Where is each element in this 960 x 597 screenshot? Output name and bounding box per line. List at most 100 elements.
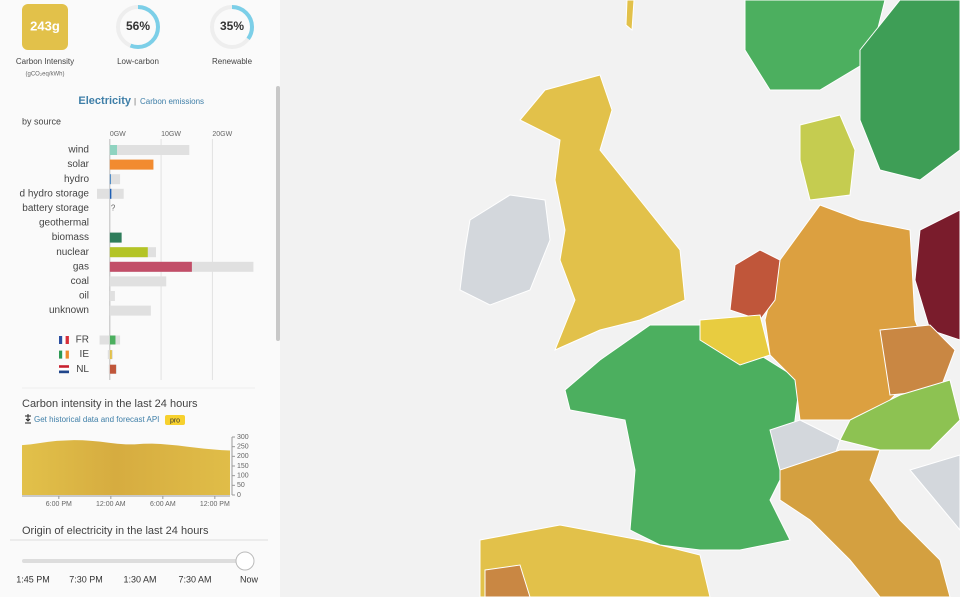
x-tick-label: 10GW xyxy=(161,131,181,138)
flag xyxy=(62,350,66,359)
country[interactable] xyxy=(484,564,531,597)
production-bar xyxy=(109,350,112,360)
source-label: nuclear xyxy=(56,247,89,258)
origin-title: Origin of electricity in the last 24 hou… xyxy=(22,525,209,537)
y-tick-label: 200 xyxy=(237,453,249,460)
flag xyxy=(62,336,66,344)
production-bar xyxy=(109,159,154,170)
source-label: battery storage xyxy=(22,203,89,214)
y-tick-label: 50 xyxy=(237,482,245,489)
country[interactable] xyxy=(699,314,771,366)
production-bar xyxy=(109,232,122,243)
low-carbon-label: Low-carbon xyxy=(117,57,159,66)
renewable-value: 35% xyxy=(220,19,244,33)
y-tick-label: 300 xyxy=(237,434,249,441)
x-tick-label: 12:00 AM xyxy=(96,501,126,508)
x-tick-label: 6:00 PM xyxy=(46,501,72,508)
y-tick-label: 100 xyxy=(237,473,249,480)
flag xyxy=(59,365,69,368)
y-tick-label: 0 xyxy=(237,492,241,499)
x-tick-label: 20GW xyxy=(212,131,232,138)
source-label: biomass xyxy=(52,232,89,243)
download-icon xyxy=(25,414,31,424)
country[interactable] xyxy=(459,194,551,306)
capacity-bar xyxy=(109,305,151,316)
slider-label: 1:30 AM xyxy=(123,574,156,584)
map[interactable] xyxy=(280,0,960,597)
source-label: hydro xyxy=(64,174,89,185)
country[interactable] xyxy=(729,249,781,321)
sidebar-background xyxy=(0,0,280,597)
renewable-label: Renewable xyxy=(212,57,253,66)
capacity-bar xyxy=(109,174,121,185)
ring-value xyxy=(116,5,160,49)
capacity-bar xyxy=(109,291,115,301)
country[interactable] xyxy=(519,74,686,351)
sidebar: 243g Carbon Intensity (gCO₂eq/kWh) 56% L… xyxy=(0,0,280,597)
tab-electricity[interactable]: Electricity xyxy=(78,95,131,107)
time-slider-knob[interactable] xyxy=(235,551,255,571)
production-bar xyxy=(109,247,148,258)
tab-carbon-emissions[interactable]: Carbon emissions xyxy=(140,97,204,106)
x-tick-label: 6:00 AM xyxy=(150,501,176,508)
source-label: geothermal xyxy=(39,218,89,229)
pro-badge xyxy=(165,415,185,425)
country[interactable] xyxy=(625,0,635,32)
slider-label: 7:30 PM xyxy=(69,574,103,584)
subtitle: by source xyxy=(22,116,61,126)
exchange-label: IE xyxy=(80,349,90,360)
flag xyxy=(65,350,69,359)
slider-label: Now xyxy=(240,574,259,584)
slider-label: 1:45 PM xyxy=(16,574,50,584)
ring-value xyxy=(210,5,254,49)
flag xyxy=(59,367,69,371)
source-label: wind xyxy=(67,145,89,156)
carbon-intensity-label: Carbon Intensity xyxy=(16,57,74,66)
capacity-bar xyxy=(109,276,167,287)
source-label: gas xyxy=(73,261,89,272)
pro-badge-label: pro xyxy=(170,417,180,424)
country[interactable] xyxy=(909,454,960,531)
production-bar xyxy=(109,335,116,345)
source-label: d hydro storage xyxy=(20,188,90,199)
country[interactable] xyxy=(479,524,711,597)
country[interactable] xyxy=(779,449,951,597)
production-bar xyxy=(109,364,116,374)
country[interactable] xyxy=(859,0,960,181)
intensity-area xyxy=(22,440,230,495)
production-bar xyxy=(109,188,112,199)
carbon-intensity-box xyxy=(22,4,68,50)
tab-separator: | xyxy=(134,97,136,106)
history-title: Carbon intensity in the last 24 hours xyxy=(22,398,198,410)
flag xyxy=(59,370,69,374)
source-label: unknown xyxy=(49,305,89,316)
carbon-intensity-unit: (gCO₂eq/kWh) xyxy=(25,72,64,78)
y-tick-label: 150 xyxy=(237,463,249,470)
production-bar xyxy=(109,145,118,155)
production-bar xyxy=(109,174,111,185)
source-label: solar xyxy=(67,159,89,170)
country[interactable] xyxy=(914,209,960,341)
country[interactable] xyxy=(799,114,856,201)
low-carbon-value: 56% xyxy=(126,19,150,33)
carbon-intensity-value: 243g xyxy=(30,18,60,33)
y-tick-label: 250 xyxy=(237,444,249,451)
source-label: coal xyxy=(71,276,89,287)
flag xyxy=(59,350,63,359)
country[interactable] xyxy=(879,324,956,396)
scrollbar[interactable] xyxy=(276,86,280,341)
production-bar xyxy=(109,261,192,272)
x-tick-label: 0GW xyxy=(110,131,126,138)
x-tick-label: 12:00 PM xyxy=(200,501,230,508)
flag xyxy=(65,336,69,344)
exchange-label: FR xyxy=(76,335,89,346)
flag xyxy=(59,336,63,344)
country[interactable] xyxy=(839,379,960,451)
capacity-bar xyxy=(109,145,190,155)
slider-label: 7:30 AM xyxy=(178,574,211,584)
api-link[interactable]: Get historical data and forecast API xyxy=(34,415,159,424)
country[interactable] xyxy=(744,0,886,91)
source-note: ? xyxy=(111,204,116,213)
source-label: oil xyxy=(79,291,89,302)
